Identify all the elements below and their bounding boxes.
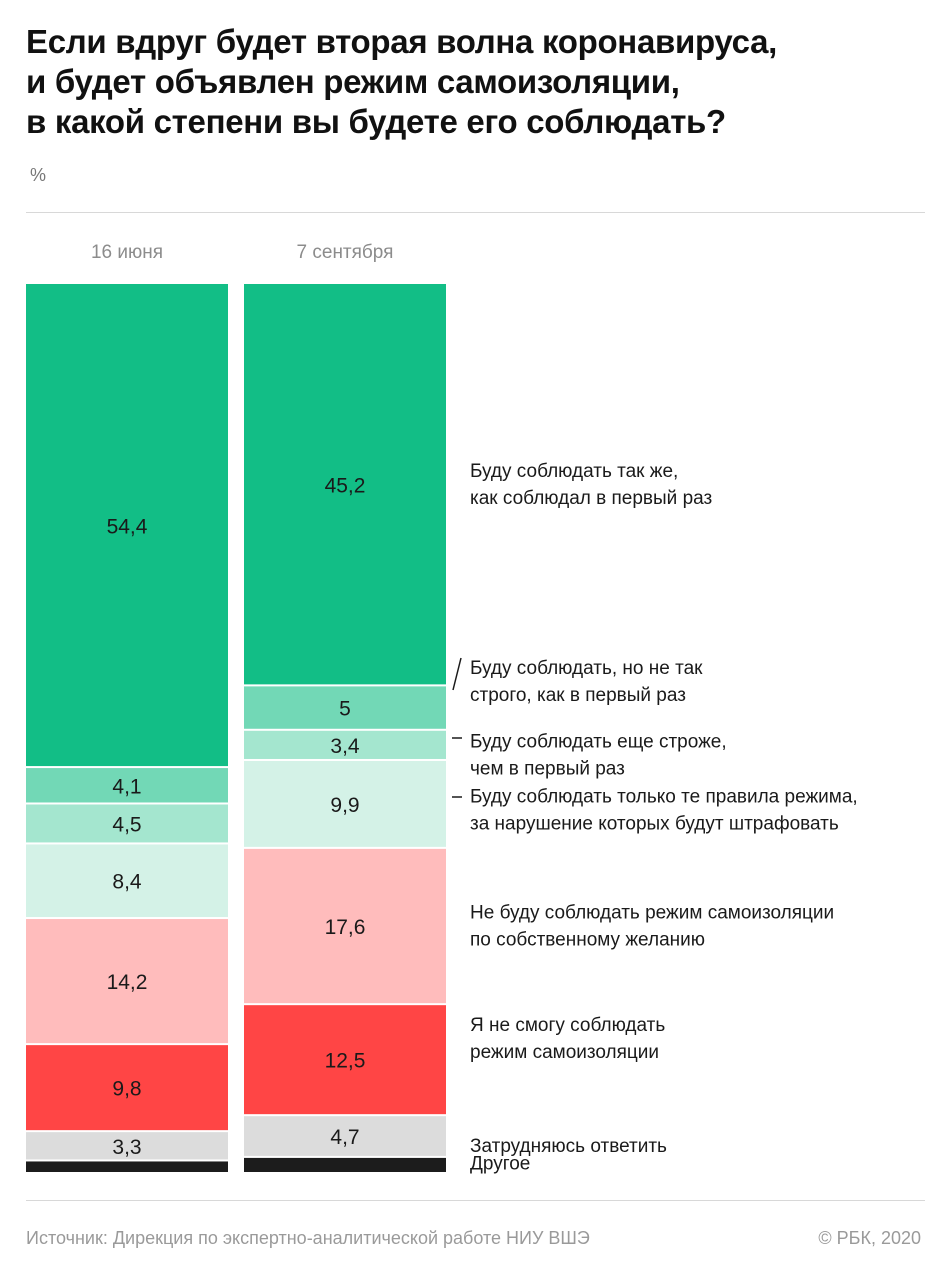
bar-segment (26, 1160, 228, 1172)
legend-label: Буду соблюдать еще строже, чем в первый р… (470, 731, 727, 779)
legend-label: Буду соблюдать только те правила режима,… (470, 786, 858, 834)
data-label: 9,9 (330, 794, 359, 817)
data-label: 5 (339, 698, 351, 721)
segment-separator (26, 842, 228, 845)
bar-segment (26, 843, 228, 919)
legend-connector (452, 657, 462, 691)
segment-separator (244, 846, 446, 849)
stacked-bar-chart: 16 июня 54,4 4,1 4,5 8,4 14,2 9,8 3,3 7 сентября… (26, 242, 858, 1174)
bar-segment (244, 1004, 446, 1116)
bar-segment (244, 847, 446, 1005)
segment-separator (244, 1003, 446, 1006)
segment-separator (26, 1130, 228, 1133)
bar-segment (26, 918, 228, 1045)
chart-title-line: в какой степени вы будете его соблюдать? (26, 103, 726, 140)
chart-title-line: и будет объявлен режим самоизоляции, (26, 63, 680, 100)
segment-separator (26, 1159, 228, 1162)
chart-title-line: Если вдруг будет вторая волна коронавиру… (26, 23, 777, 60)
copyright-note: © РБК, 2020 (818, 1228, 921, 1248)
data-label: 3,4 (330, 735, 360, 758)
legend-label: Не буду соблюдать режим самоизоляции по с… (470, 903, 834, 951)
data-label: 3,3 (112, 1136, 141, 1159)
segment-separator (244, 684, 446, 687)
legend-label: Буду соблюдать, но не так строго, как в п… (470, 658, 703, 706)
bar-segment (26, 1131, 228, 1161)
data-label: 4,1 (112, 775, 141, 798)
unit-label: % (30, 165, 47, 185)
data-label: 4,7 (330, 1126, 359, 1149)
bottom-divider (26, 1200, 925, 1201)
bar-segment (26, 803, 228, 844)
bar-segment (244, 729, 446, 760)
legend-label: Буду соблюдать так же, как соблюдал в пер… (470, 461, 712, 509)
bar-segment (244, 685, 446, 730)
data-label: 45,2 (325, 475, 366, 498)
data-label: 4,5 (112, 813, 141, 836)
segment-separator (244, 1155, 446, 1158)
data-label: 9,8 (112, 1078, 141, 1101)
legend-label: Я не смогу соблюдать режим самоизоляции (470, 1015, 665, 1063)
bar-segment (244, 284, 446, 686)
bar-segment (244, 759, 446, 848)
chart-title: Если вдруг будет вторая волна коронавиру… (26, 22, 926, 142)
category-label: 7 сентября (297, 242, 394, 263)
segment-separator (26, 802, 228, 805)
data-label: 14,2 (107, 971, 148, 994)
segment-separator (244, 1114, 446, 1117)
source-note: Источник: Дирекция по экспертно-аналитич… (26, 1228, 590, 1248)
bar-segment (26, 284, 228, 768)
bar-segment (244, 1115, 446, 1157)
legend-label: Другое (470, 1153, 530, 1174)
data-label: 17,6 (325, 916, 366, 939)
data-label: 54,4 (107, 516, 148, 539)
category-label: 16 июня (91, 242, 163, 263)
top-divider (26, 212, 925, 213)
legend-label: Затрудняюсь ответить (470, 1136, 667, 1157)
bar-segment (26, 1044, 228, 1132)
segment-separator (26, 766, 228, 769)
segment-separator (244, 728, 446, 731)
segment-separator (26, 917, 228, 920)
data-label: 12,5 (325, 1050, 366, 1073)
bar-segment (26, 767, 228, 804)
segment-separator (244, 758, 446, 761)
data-label: 8,4 (112, 871, 142, 894)
bar-segment (244, 1156, 446, 1172)
segment-separator (26, 1043, 228, 1046)
